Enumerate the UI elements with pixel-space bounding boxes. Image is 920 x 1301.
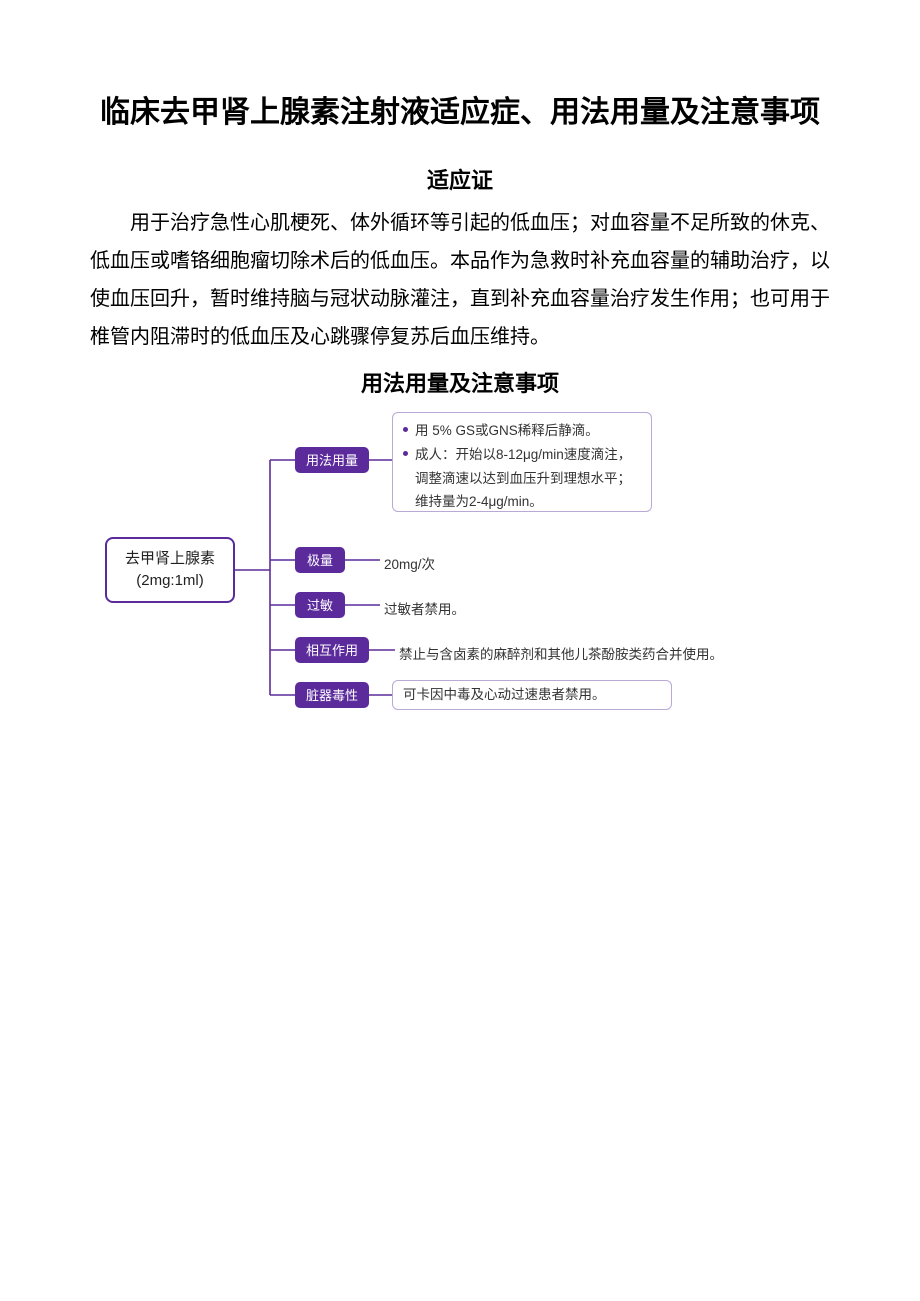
diagram-root-line1: 去甲肾上腺素 — [125, 550, 215, 567]
diagram-root-line2: (2mg:1ml) — [136, 572, 204, 589]
page-title: 临床去甲肾上腺素注射液适应症、用法用量及注意事项 — [90, 90, 830, 135]
diagram-tag-1: 极量 — [295, 547, 345, 573]
diagram-tag-2: 过敏 — [295, 592, 345, 618]
diagram-tag-4: 脏器毒性 — [295, 682, 369, 708]
diagram-leaf-0: 用 5% GS或GNS稀释后静滴。成人：开始以8-12μg/min速度滴注，调整… — [392, 412, 652, 512]
usage-diagram: 去甲肾上腺素 (2mg:1ml) 用法用量用 5% GS或GNS稀释后静滴。成人：开… — [90, 407, 830, 737]
diagram-leaf-4: 可卡因中毒及心动过速患者禁用。 — [392, 680, 672, 710]
section-usage-heading: 用法用量及注意事项 — [90, 366, 830, 401]
diagram-leaf-3: 禁止与含卤素的麻醉剂和其他儿茶酚胺类药合并使用。 — [395, 643, 825, 663]
diagram-root: 去甲肾上腺素 (2mg:1ml) — [105, 537, 235, 603]
diagram-tag-3: 相互作用 — [295, 637, 369, 663]
diagram-tag-0: 用法用量 — [295, 447, 369, 473]
diagram-leaf-1: 20mg/次 — [380, 553, 570, 573]
section-indications-body: 用于治疗急性心肌梗死、体外循环等引起的低血压；对血容量不足所致的休克、低血压或嗜… — [90, 204, 830, 356]
section-indications-heading: 适应证 — [90, 163, 830, 198]
diagram-leaf-2: 过敏者禁用。 — [380, 598, 570, 618]
